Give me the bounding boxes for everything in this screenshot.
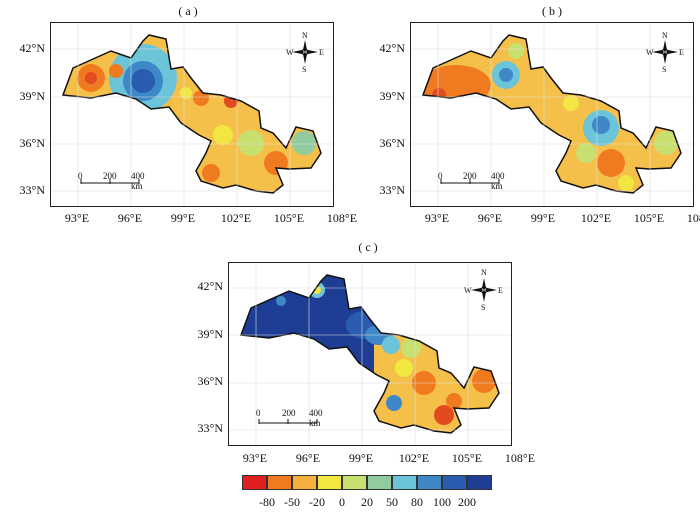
scale-bar-c — [258, 412, 318, 424]
lon-tick: 93°E — [424, 211, 450, 225]
scale-label-200: 200 — [463, 171, 477, 181]
panel-label-a: ( a ) — [178, 4, 198, 18]
lat-tick: 39°N — [19, 89, 45, 103]
lon-tick: 96°E — [477, 211, 503, 225]
lat-tick: 33°N — [197, 421, 223, 435]
lat-tick: 36°N — [19, 136, 45, 150]
legend-swatch — [442, 475, 467, 490]
legend-label: 200 — [458, 495, 476, 509]
lon-tick: 93°E — [64, 211, 90, 225]
legend-swatch — [267, 475, 292, 490]
compass-s: S — [662, 65, 667, 74]
lon-tick: 99°E — [530, 211, 556, 225]
scale-bar-b — [440, 172, 500, 184]
compass-s: S — [302, 65, 307, 74]
legend-label: 100 — [433, 495, 451, 509]
lon-tick: 105°E — [273, 211, 305, 225]
map-svg-c — [229, 263, 511, 445]
compass-e: E — [679, 48, 684, 57]
compass-n: N — [302, 31, 308, 40]
legend-swatch — [467, 475, 492, 490]
map-svg-a — [51, 23, 333, 206]
legend-label: 20 — [361, 495, 373, 509]
lat-tick: 42°N — [379, 41, 405, 55]
scale-label-200: 200 — [103, 171, 117, 181]
compass-icon — [286, 32, 324, 72]
scale-label-0: 0 — [78, 171, 83, 181]
lon-tick: 93°E — [242, 451, 268, 465]
compass-n: N — [662, 31, 668, 40]
legend-swatch — [342, 475, 367, 490]
compass-e: E — [498, 286, 503, 295]
compass-w: W — [646, 48, 654, 57]
legend-label: 50 — [386, 495, 398, 509]
compass-s: S — [481, 303, 486, 312]
scale-bar-line — [258, 419, 318, 424]
map-svg-b — [411, 23, 693, 206]
scale-label-200: 200 — [282, 408, 296, 418]
lat-tick: 33°N — [379, 183, 405, 197]
lon-tick: 96°E — [117, 211, 143, 225]
legend-label: -80 — [259, 495, 275, 509]
panel-label-c: ( c ) — [358, 240, 378, 254]
compass-e: E — [319, 48, 324, 57]
lon-tick: 105°E — [633, 211, 665, 225]
legend-label: 0 — [339, 495, 345, 509]
lon-tick: 102°E — [220, 211, 252, 225]
lon-tick: 99°E — [170, 211, 196, 225]
lon-tick: 102°E — [398, 451, 430, 465]
legend-label: 80 — [411, 495, 423, 509]
legend-swatch — [392, 475, 417, 490]
lon-tick: 99°E — [348, 451, 374, 465]
scale-label-400: 400 km — [491, 171, 505, 191]
map-frame-c — [228, 262, 512, 446]
legend-swatch — [317, 475, 342, 490]
legend-swatch — [417, 475, 442, 490]
lat-tick: 42°N — [19, 41, 45, 55]
lon-tick: 96°E — [295, 451, 321, 465]
lon-tick: 108°E — [326, 211, 358, 225]
lat-tick: 39°N — [379, 89, 405, 103]
lat-tick: 36°N — [379, 136, 405, 150]
panel-label-b: ( b ) — [542, 4, 562, 18]
compass-w: W — [464, 286, 472, 295]
compass-w: W — [286, 48, 294, 57]
scale-label-0: 0 — [438, 171, 443, 181]
lon-tick: 102°E — [580, 211, 612, 225]
lon-tick: 108°E — [686, 211, 700, 225]
scale-label-0: 0 — [256, 408, 261, 418]
lat-tick: 33°N — [19, 183, 45, 197]
lat-tick: 39°N — [197, 327, 223, 341]
compass-icon — [646, 32, 684, 72]
legend-swatch — [242, 475, 267, 490]
lat-tick: 36°N — [197, 374, 223, 388]
lon-tick: 105°E — [451, 451, 483, 465]
legend-label: -20 — [309, 495, 325, 509]
lon-tick: 108°E — [504, 451, 536, 465]
lat-tick: 42°N — [197, 279, 223, 293]
compass-icon — [465, 270, 503, 310]
scale-bar-line — [440, 179, 500, 184]
compass-n: N — [481, 268, 487, 277]
scale-bar-line — [80, 179, 140, 184]
legend-swatch — [367, 475, 392, 490]
map-frame-a — [50, 22, 334, 207]
legend-swatch — [292, 475, 317, 490]
legend-label: -50 — [284, 495, 300, 509]
map-frame-b — [410, 22, 694, 207]
scale-label-400: 400 km — [309, 408, 323, 428]
scale-label-400: 400 km — [131, 171, 145, 191]
scale-bar-a — [80, 172, 140, 184]
